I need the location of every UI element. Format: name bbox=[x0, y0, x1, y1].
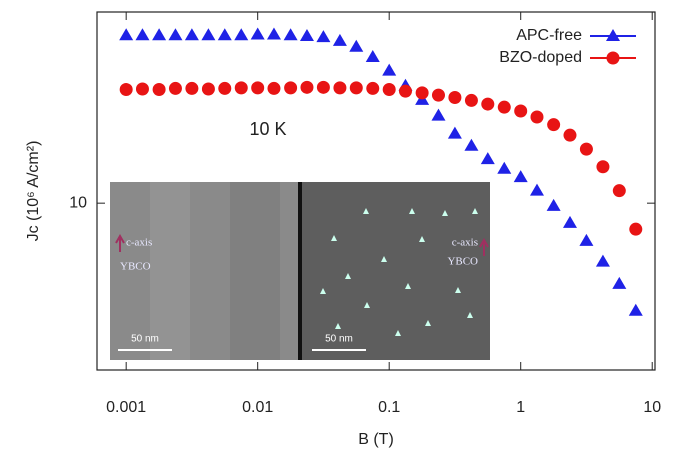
marker bbox=[613, 184, 626, 197]
marker bbox=[563, 129, 576, 142]
marker bbox=[218, 82, 231, 95]
marker bbox=[612, 277, 626, 289]
marker bbox=[317, 81, 330, 94]
marker bbox=[530, 184, 544, 196]
marker bbox=[251, 81, 264, 94]
marker bbox=[300, 81, 313, 94]
chart: c-axis YBCO 50 nm c-axis YBCO 50 nm 10 K… bbox=[0, 0, 686, 456]
marker bbox=[284, 28, 298, 40]
marker bbox=[120, 83, 133, 96]
marker bbox=[563, 216, 577, 228]
marker bbox=[448, 91, 461, 104]
marker bbox=[547, 199, 561, 211]
marker bbox=[464, 139, 478, 151]
marker bbox=[300, 29, 314, 41]
marker bbox=[366, 82, 379, 95]
marker bbox=[497, 162, 511, 174]
marker bbox=[218, 28, 232, 40]
marker bbox=[514, 170, 528, 182]
marker bbox=[481, 98, 494, 111]
inset-divider bbox=[298, 182, 302, 360]
marker bbox=[119, 28, 133, 40]
y-axis-label: Jc (10⁶ A/cm²) bbox=[25, 141, 42, 242]
marker bbox=[349, 40, 363, 52]
marker bbox=[382, 64, 396, 76]
marker bbox=[267, 28, 281, 40]
marker bbox=[267, 82, 280, 95]
marker bbox=[251, 28, 265, 40]
marker bbox=[596, 255, 610, 267]
inset-label: YBCO bbox=[447, 256, 478, 268]
marker bbox=[185, 28, 199, 40]
x-axis-label: B (T) bbox=[358, 431, 394, 448]
marker bbox=[153, 83, 166, 96]
marker bbox=[234, 28, 248, 40]
marker bbox=[579, 234, 593, 246]
marker bbox=[333, 34, 347, 46]
marker bbox=[547, 118, 560, 131]
legend-label: BZO-doped bbox=[499, 49, 582, 66]
inset-band bbox=[230, 182, 280, 360]
y-tick-label: 10 bbox=[69, 194, 87, 211]
marker bbox=[481, 152, 495, 164]
x-tick-label: 0.01 bbox=[242, 399, 273, 416]
marker bbox=[580, 143, 593, 156]
inset-label: YBCO bbox=[120, 261, 151, 273]
x-tick-label: 1 bbox=[516, 399, 525, 416]
marker bbox=[607, 52, 620, 65]
inset-label: c-axis bbox=[452, 237, 478, 249]
marker bbox=[136, 82, 149, 95]
marker bbox=[629, 304, 643, 316]
marker bbox=[596, 160, 609, 173]
x-tick-label: 0.1 bbox=[378, 399, 400, 416]
marker bbox=[152, 28, 166, 40]
marker bbox=[448, 127, 462, 139]
marker bbox=[399, 85, 412, 98]
marker bbox=[416, 86, 429, 99]
x-tick-label: 0.001 bbox=[106, 399, 146, 416]
marker bbox=[629, 223, 642, 236]
x-tick-label: 10 bbox=[643, 399, 661, 416]
marker bbox=[169, 82, 182, 95]
inset-label: c-axis bbox=[126, 237, 152, 249]
marker bbox=[202, 82, 215, 95]
marker bbox=[235, 81, 248, 94]
annotation: 10 K bbox=[249, 119, 286, 139]
marker bbox=[465, 94, 478, 107]
marker bbox=[431, 109, 445, 121]
marker bbox=[432, 89, 445, 102]
marker bbox=[498, 101, 511, 114]
legend-label: APC-free bbox=[516, 27, 582, 44]
marker bbox=[284, 81, 297, 94]
scale-label: 50 nm bbox=[325, 334, 353, 345]
marker bbox=[514, 105, 527, 118]
inset-image: c-axis YBCO 50 nm c-axis YBCO 50 nm bbox=[110, 182, 490, 360]
marker bbox=[383, 83, 396, 96]
marker bbox=[316, 30, 330, 42]
marker bbox=[135, 28, 149, 40]
marker bbox=[185, 82, 198, 95]
marker bbox=[366, 50, 380, 62]
marker bbox=[168, 28, 182, 40]
scale-label: 50 nm bbox=[131, 334, 159, 345]
marker bbox=[201, 28, 215, 40]
marker bbox=[350, 81, 363, 94]
marker bbox=[530, 110, 543, 123]
marker bbox=[333, 81, 346, 94]
